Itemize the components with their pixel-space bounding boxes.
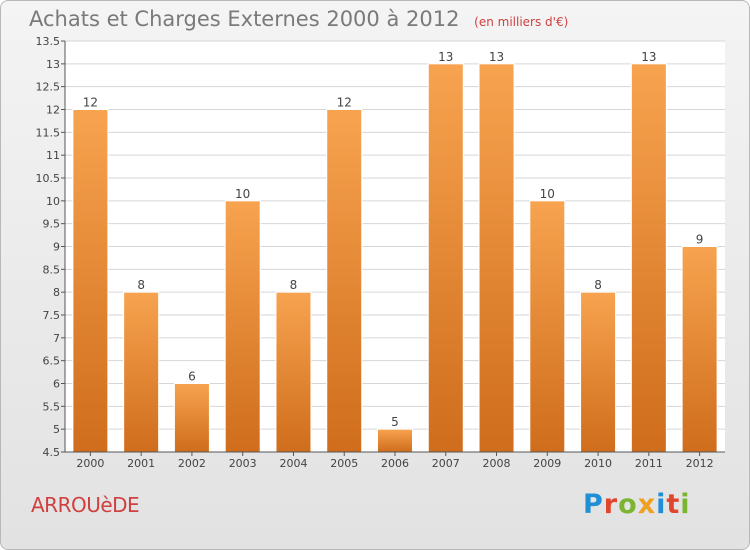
bar-value-label: 9 xyxy=(696,233,704,247)
x-tick-label: 2002 xyxy=(178,457,206,470)
bar-2003 xyxy=(224,200,261,453)
bar-2010 xyxy=(580,291,617,453)
bar-value-label: 13 xyxy=(438,50,453,64)
x-tick-label: 2012 xyxy=(686,457,714,470)
chart-title-text: Achats et Charges Externes 2000 à 2012 xyxy=(29,7,460,31)
bar-2002 xyxy=(173,383,210,453)
bar-2007 xyxy=(427,63,464,453)
bar-value-label: 13 xyxy=(489,50,504,64)
y-tick-label: 13.5 xyxy=(36,35,61,48)
y-tick-label: 11.5 xyxy=(36,126,61,139)
x-tick-label: 2008 xyxy=(483,457,511,470)
bar-value-label: 13 xyxy=(641,50,656,64)
bar-value-label: 10 xyxy=(235,187,250,201)
bar-value-label: 8 xyxy=(137,278,145,292)
bar-2004 xyxy=(275,291,312,453)
bars: 12 8 6 10 8 12 5 13 13 10 8 13 9 xyxy=(72,50,718,453)
y-tick-label: 10.5 xyxy=(36,172,61,185)
chart-unit: (en milliers d'€) xyxy=(474,15,569,29)
y-tick-label: 10 xyxy=(46,195,60,208)
y-tick-label: 6 xyxy=(53,378,60,391)
x-tick-label: 2003 xyxy=(229,457,257,470)
proxiti-logo[interactable]: Proxiti xyxy=(583,489,691,520)
chart-title: Achats et Charges Externes 2000 à 2012 (… xyxy=(29,7,568,31)
bar-value-label: 12 xyxy=(337,96,352,110)
y-tick-label: 7.5 xyxy=(43,309,61,322)
y-tick-label: 8 xyxy=(53,286,60,299)
bar-2006 xyxy=(377,428,413,453)
x-tick-label: 2007 xyxy=(432,457,460,470)
y-tick-label: 6.5 xyxy=(43,355,61,368)
x-tick-label: 2009 xyxy=(533,457,561,470)
y-tick-label: 5 xyxy=(53,423,60,436)
y-tick-label: 5.5 xyxy=(43,400,61,413)
bar-2000 xyxy=(72,109,109,453)
x-tick-label: 2006 xyxy=(381,457,409,470)
axes: 4.5 5 5.5 6 6.5 7 7.5 8 8.5 9 9.5 10 10.5 11 11.5 12 12.… xyxy=(36,35,725,470)
x-tick-label: 2011 xyxy=(635,457,663,470)
bar-2001 xyxy=(123,291,160,453)
bar-value-label: 10 xyxy=(540,187,555,201)
bar-value-label: 5 xyxy=(391,415,399,429)
x-tick-label: 2000 xyxy=(76,457,104,470)
bar-2012 xyxy=(681,246,718,453)
bar-value-label: 8 xyxy=(290,278,298,292)
bar-2011 xyxy=(630,63,667,453)
bar-2009 xyxy=(529,200,566,453)
x-tick-label: 2001 xyxy=(127,457,155,470)
y-tick-label: 12 xyxy=(46,104,60,117)
commune-name: ARROUèDE xyxy=(31,493,140,517)
y-tick-label: 9 xyxy=(53,241,60,254)
bar-value-label: 6 xyxy=(188,370,196,384)
y-tick-label: 8.5 xyxy=(43,263,61,276)
y-tick-label: 7 xyxy=(53,332,60,345)
bar-value-label: 12 xyxy=(83,96,98,110)
y-tick-label: 13 xyxy=(46,58,60,71)
bar-value-label: 8 xyxy=(594,278,602,292)
x-tick-label: 2004 xyxy=(279,457,307,470)
y-tick-label: 4.5 xyxy=(43,446,61,459)
y-tick-label: 12.5 xyxy=(36,81,61,94)
x-tick-label: 2005 xyxy=(330,457,358,470)
x-tick-label: 2010 xyxy=(584,457,612,470)
bar-2005 xyxy=(326,109,363,453)
y-tick-label: 9.5 xyxy=(43,218,61,231)
bar-2008 xyxy=(478,63,515,453)
y-tick-label: 11 xyxy=(46,149,60,162)
